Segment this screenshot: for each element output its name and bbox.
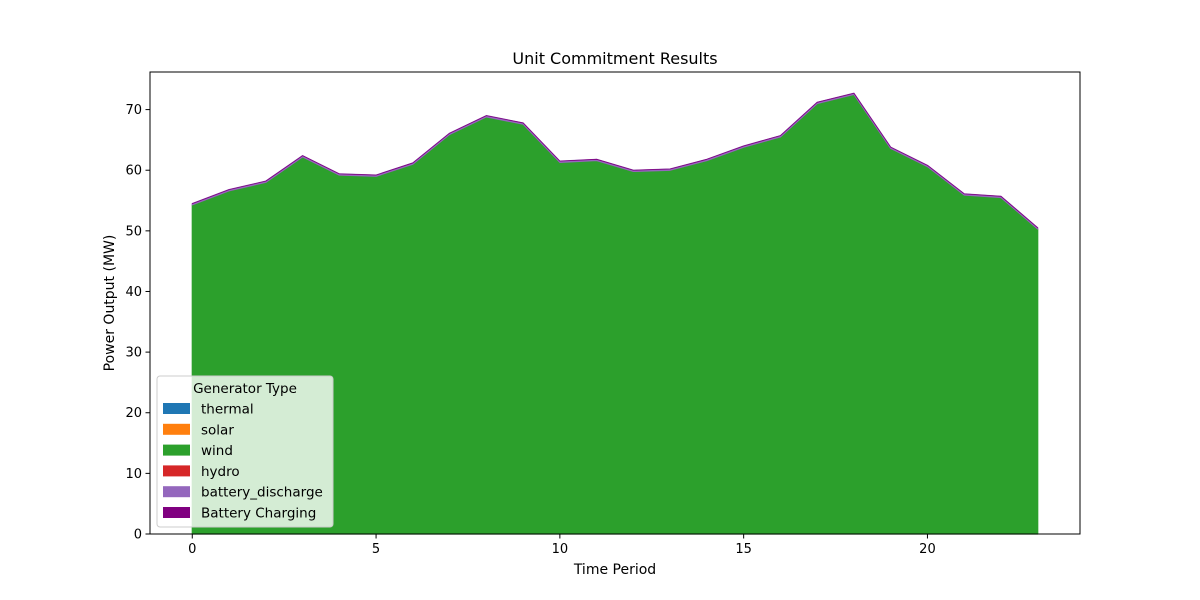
legend: Generator Type thermal solar wind hydro batt… bbox=[156, 375, 334, 528]
legend-swatch bbox=[163, 465, 190, 477]
legend-swatch bbox=[163, 444, 190, 456]
legend-box bbox=[156, 375, 334, 528]
chart-title: Unit Commitment Results bbox=[512, 49, 717, 68]
y-tick-label: 70 bbox=[125, 103, 142, 118]
x-tick-label: 5 bbox=[372, 542, 380, 557]
legend-swatch bbox=[163, 507, 190, 518]
legend-swatch bbox=[163, 486, 190, 498]
x-tick-label: 10 bbox=[552, 542, 569, 557]
y-tick-label: 50 bbox=[125, 224, 142, 239]
y-tick-label: 30 bbox=[125, 346, 142, 361]
legend-items: thermal solar wind hydro battery_discharge Ba… bbox=[163, 402, 323, 522]
legend-label: battery_discharge bbox=[201, 485, 323, 501]
legend-label: solar bbox=[201, 422, 234, 438]
x-tick-label: 0 bbox=[188, 542, 196, 557]
y-axis: 0 10 20 30 40 50 60 70 bbox=[125, 103, 150, 543]
legend-swatch bbox=[163, 423, 190, 435]
x-axis: 0 5 10 15 20 bbox=[188, 534, 936, 557]
legend-label: wind bbox=[201, 443, 233, 459]
y-tick-label: 40 bbox=[125, 285, 142, 300]
legend-label: thermal bbox=[201, 402, 254, 418]
y-axis-title: Power Output (MW) bbox=[102, 235, 118, 372]
x-tick-label: 15 bbox=[735, 542, 752, 557]
area-series-battery-charging bbox=[191, 92, 1039, 229]
x-tick-label: 20 bbox=[919, 542, 936, 557]
legend-swatch bbox=[163, 403, 190, 414]
y-tick-label: 20 bbox=[125, 406, 142, 421]
plot-frame bbox=[149, 71, 1081, 535]
legend-label: hydro bbox=[201, 464, 240, 480]
y-tick-label: 10 bbox=[125, 467, 142, 482]
y-tick-label: 60 bbox=[125, 164, 142, 179]
legend-title: Generator Type bbox=[193, 381, 297, 397]
legend-label: Battery Charging bbox=[201, 506, 316, 522]
x-axis-title: Time Period bbox=[573, 562, 656, 578]
y-tick-label: 0 bbox=[134, 528, 142, 543]
